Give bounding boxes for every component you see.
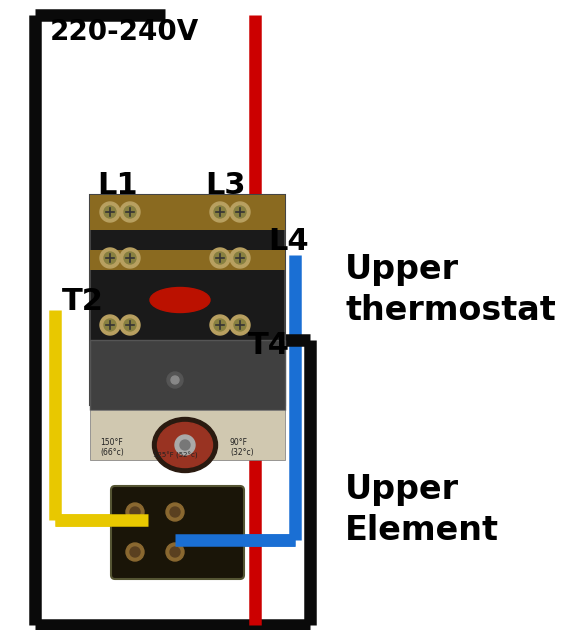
Circle shape: [126, 543, 144, 561]
Circle shape: [166, 543, 184, 561]
FancyBboxPatch shape: [90, 250, 285, 270]
Circle shape: [104, 206, 116, 218]
Text: L3: L3: [205, 171, 246, 200]
Circle shape: [214, 206, 226, 218]
Circle shape: [234, 206, 246, 218]
Circle shape: [120, 248, 140, 268]
Circle shape: [214, 319, 226, 331]
FancyBboxPatch shape: [90, 195, 285, 405]
Ellipse shape: [152, 418, 218, 472]
Text: 220-240V: 220-240V: [50, 18, 199, 46]
Circle shape: [171, 376, 179, 384]
Text: Element: Element: [345, 513, 499, 546]
Ellipse shape: [158, 423, 212, 467]
FancyBboxPatch shape: [90, 195, 285, 230]
Circle shape: [100, 202, 120, 222]
Text: 150°F
(66°c): 150°F (66°c): [100, 438, 124, 457]
Circle shape: [175, 435, 195, 455]
Text: 125°F (52°c): 125°F (52°c): [152, 452, 198, 459]
Circle shape: [170, 547, 180, 557]
Circle shape: [124, 252, 136, 264]
Circle shape: [166, 503, 184, 521]
Circle shape: [230, 202, 250, 222]
Circle shape: [120, 315, 140, 335]
Circle shape: [230, 315, 250, 335]
Circle shape: [167, 372, 183, 388]
Circle shape: [130, 507, 140, 517]
Circle shape: [210, 315, 230, 335]
Text: thermostat: thermostat: [345, 294, 556, 326]
Text: Upper: Upper: [345, 253, 459, 287]
Circle shape: [100, 315, 120, 335]
Circle shape: [230, 248, 250, 268]
Circle shape: [130, 547, 140, 557]
FancyBboxPatch shape: [90, 410, 285, 460]
Text: T4: T4: [248, 331, 290, 360]
FancyBboxPatch shape: [90, 340, 285, 410]
Text: L1: L1: [98, 171, 138, 200]
Circle shape: [214, 252, 226, 264]
Circle shape: [170, 507, 180, 517]
Circle shape: [180, 440, 190, 450]
Circle shape: [104, 252, 116, 264]
Circle shape: [126, 503, 144, 521]
Text: Upper: Upper: [345, 474, 459, 507]
Circle shape: [120, 202, 140, 222]
Ellipse shape: [150, 287, 210, 312]
Circle shape: [104, 319, 116, 331]
Text: T2: T2: [62, 287, 104, 316]
Circle shape: [234, 252, 246, 264]
Circle shape: [210, 202, 230, 222]
Circle shape: [124, 206, 136, 218]
FancyBboxPatch shape: [111, 486, 244, 579]
Text: L4: L4: [268, 227, 308, 256]
Circle shape: [100, 248, 120, 268]
Circle shape: [210, 248, 230, 268]
Circle shape: [124, 319, 136, 331]
Text: 90°F
(32°c): 90°F (32°c): [230, 438, 254, 457]
Circle shape: [234, 319, 246, 331]
